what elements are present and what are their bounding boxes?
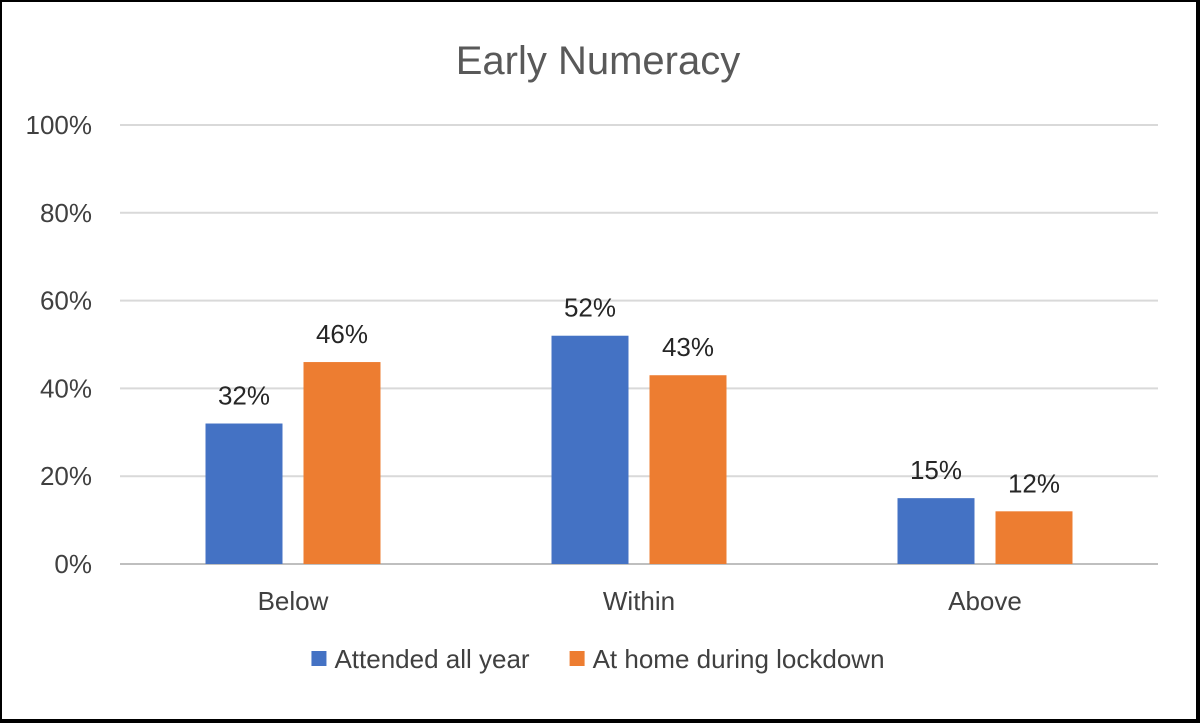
x-tick-label: Within — [603, 586, 675, 616]
legend-swatch — [569, 651, 585, 666]
y-tick-label: 20% — [40, 461, 92, 491]
data-labels: 32% 46% 52% 43% 15% 12% — [218, 293, 1060, 499]
y-tick-label: 100% — [26, 110, 93, 140]
legend-item: At home during lockdown — [569, 644, 885, 674]
legend-label: At home during lockdown — [593, 644, 885, 674]
legend-swatch — [311, 651, 327, 666]
bar-within-series-2 — [649, 375, 727, 564]
gridlines — [120, 124, 1158, 565]
y-axis-tick-labels: 0% 20% 40% 60% 80% 100% — [26, 110, 93, 579]
x-tick-label: Above — [948, 586, 1022, 616]
bars — [205, 335, 1073, 564]
data-label: 52% — [564, 293, 616, 323]
data-label: 32% — [218, 381, 270, 411]
data-label: 15% — [910, 455, 962, 485]
bar-below-series-1 — [205, 423, 283, 564]
y-tick-label: 0% — [54, 549, 92, 579]
x-axis-tick-labels: Below Within Above — [258, 586, 1022, 616]
data-label: 43% — [662, 332, 714, 362]
bar-above-series-2 — [995, 511, 1073, 564]
legend: Attended all year At home during lockdown — [311, 644, 885, 674]
y-tick-label: 60% — [40, 286, 92, 316]
bar-below-series-2 — [303, 362, 381, 564]
y-tick-label: 40% — [40, 373, 92, 403]
legend-label: Attended all year — [334, 644, 529, 674]
x-tick-label: Below — [258, 586, 329, 616]
legend-item: Attended all year — [311, 644, 530, 674]
data-label: 12% — [1008, 468, 1060, 498]
bar-within-series-1 — [551, 335, 629, 564]
chart-title: Early Numeracy — [456, 39, 741, 83]
data-label: 46% — [316, 319, 368, 349]
y-tick-label: 80% — [40, 198, 92, 228]
bar-above-series-1 — [897, 498, 975, 564]
